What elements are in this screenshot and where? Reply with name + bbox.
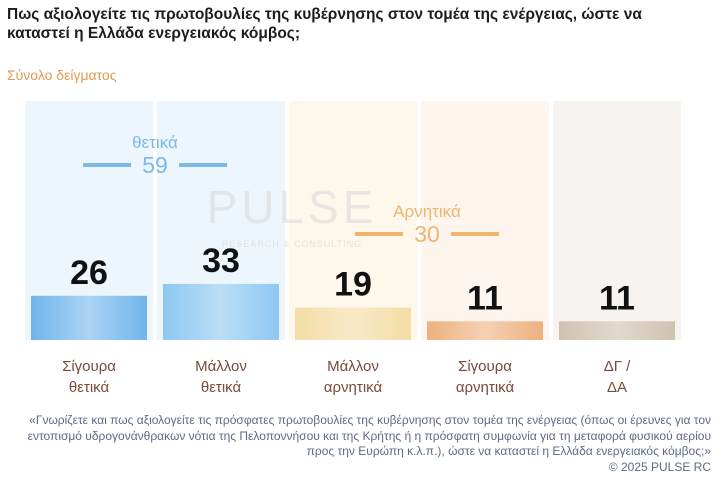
category-label-3-1: αρνητικά <box>456 379 515 396</box>
column-bg-4 <box>553 101 681 340</box>
category-label-2-0: Μάλλον <box>327 358 379 375</box>
category-label-4-0: ΔΓ / <box>604 358 631 375</box>
watermark-main: PULSE <box>207 181 378 233</box>
question-footnote: «Γνωρίζετε και πως αξιολογείτε τις πρόσφ… <box>27 413 711 458</box>
group-label-1: Αρνητικά <box>393 202 461 221</box>
bar-chart: PULSE RESEARCH & CONSULTING 26 Σίγουρα θετ… <box>25 101 681 396</box>
bar-3 <box>427 321 543 340</box>
chart-title: Πως αξιολογείτε τις πρωτοβουλίες της κυβ… <box>7 6 642 42</box>
watermark-sub: RESEARCH & CONSULTING <box>222 239 362 249</box>
data-label-0: 26 <box>70 254 108 292</box>
group-value-0: 59 <box>142 152 168 178</box>
category-label-1-0: Μάλλον <box>195 358 247 375</box>
bar-2 <box>295 307 411 340</box>
category-label-4-1: ΔΑ <box>607 379 627 396</box>
group-value-1: 30 <box>414 221 440 247</box>
category-label-2-1: αρνητικά <box>324 379 383 396</box>
data-label-3: 11 <box>467 279 503 317</box>
data-label-4: 11 <box>599 279 635 317</box>
category-label-1-1: θετικά <box>201 379 242 396</box>
chart-subtitle: Σύνολο δείγματος <box>7 67 117 83</box>
data-label-1: 33 <box>202 242 240 280</box>
category-label-0-0: Σίγουρα <box>62 358 116 375</box>
data-label-2: 19 <box>334 266 372 304</box>
bar-4 <box>559 321 675 340</box>
bar-1 <box>163 283 279 340</box>
copyright: © 2025 PULSE RC <box>608 460 711 474</box>
watermark-logo: PULSE RESEARCH & CONSULTING <box>207 181 378 249</box>
category-label-0-1: θετικά <box>69 379 110 396</box>
column-bg-3 <box>421 101 549 340</box>
bar-0 <box>31 295 147 340</box>
category-label-3-0: Σίγουρα <box>458 358 512 375</box>
column-bg-2 <box>289 101 417 340</box>
group-label-0: θετικά <box>132 133 178 152</box>
